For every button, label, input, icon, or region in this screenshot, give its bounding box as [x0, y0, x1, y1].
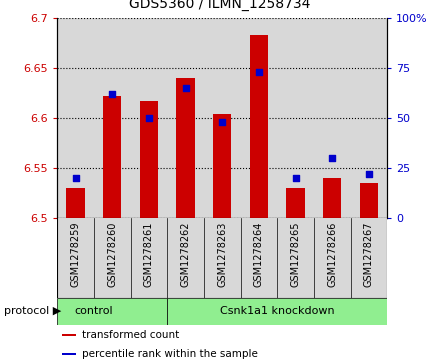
Point: [72, 175, 79, 181]
Bar: [167, 18, 204, 218]
Bar: [250, 35, 268, 218]
Bar: [204, 18, 241, 218]
Point: [219, 119, 226, 125]
Bar: [314, 18, 351, 218]
Bar: [167, 218, 204, 298]
Bar: [94, 18, 131, 218]
Text: protocol ▶: protocol ▶: [4, 306, 62, 316]
Bar: [140, 101, 158, 218]
Bar: [103, 96, 121, 218]
Bar: [213, 114, 231, 218]
Text: GSM1278267: GSM1278267: [364, 222, 374, 287]
Bar: [131, 218, 167, 298]
Text: GSM1278259: GSM1278259: [70, 222, 81, 287]
Bar: [241, 218, 277, 298]
Bar: [360, 183, 378, 218]
Point: [109, 91, 116, 97]
Bar: [57, 18, 94, 218]
Text: GSM1278260: GSM1278260: [107, 222, 117, 287]
Bar: [176, 78, 195, 218]
Text: GSM1278263: GSM1278263: [217, 222, 227, 287]
Bar: [62, 353, 76, 355]
Text: control: control: [74, 306, 113, 316]
Text: GSM1278264: GSM1278264: [254, 222, 264, 287]
Point: [292, 175, 299, 181]
Bar: [131, 18, 167, 218]
Bar: [286, 188, 305, 218]
Text: Csnk1a1 knockdown: Csnk1a1 knockdown: [220, 306, 334, 316]
Text: GDS5360 / ILMN_1258734: GDS5360 / ILMN_1258734: [129, 0, 311, 11]
Bar: [323, 178, 341, 218]
Bar: [204, 218, 241, 298]
Point: [255, 69, 262, 75]
Bar: [57, 218, 94, 298]
Point: [365, 171, 372, 177]
Bar: [94, 218, 131, 298]
Bar: [277, 218, 314, 298]
Bar: [62, 334, 76, 336]
Text: transformed count: transformed count: [82, 330, 180, 340]
Point: [329, 155, 336, 161]
Point: [145, 115, 152, 121]
Bar: [167, 298, 387, 325]
Text: GSM1278261: GSM1278261: [144, 222, 154, 287]
Bar: [66, 188, 85, 218]
Point: [182, 85, 189, 91]
Bar: [277, 18, 314, 218]
Bar: [351, 18, 387, 218]
Bar: [57, 298, 167, 325]
Text: GSM1278265: GSM1278265: [290, 222, 301, 287]
Bar: [351, 218, 387, 298]
Bar: [241, 18, 277, 218]
Bar: [314, 218, 351, 298]
Text: GSM1278262: GSM1278262: [180, 222, 191, 287]
Text: percentile rank within the sample: percentile rank within the sample: [82, 349, 258, 359]
Text: GSM1278266: GSM1278266: [327, 222, 337, 287]
